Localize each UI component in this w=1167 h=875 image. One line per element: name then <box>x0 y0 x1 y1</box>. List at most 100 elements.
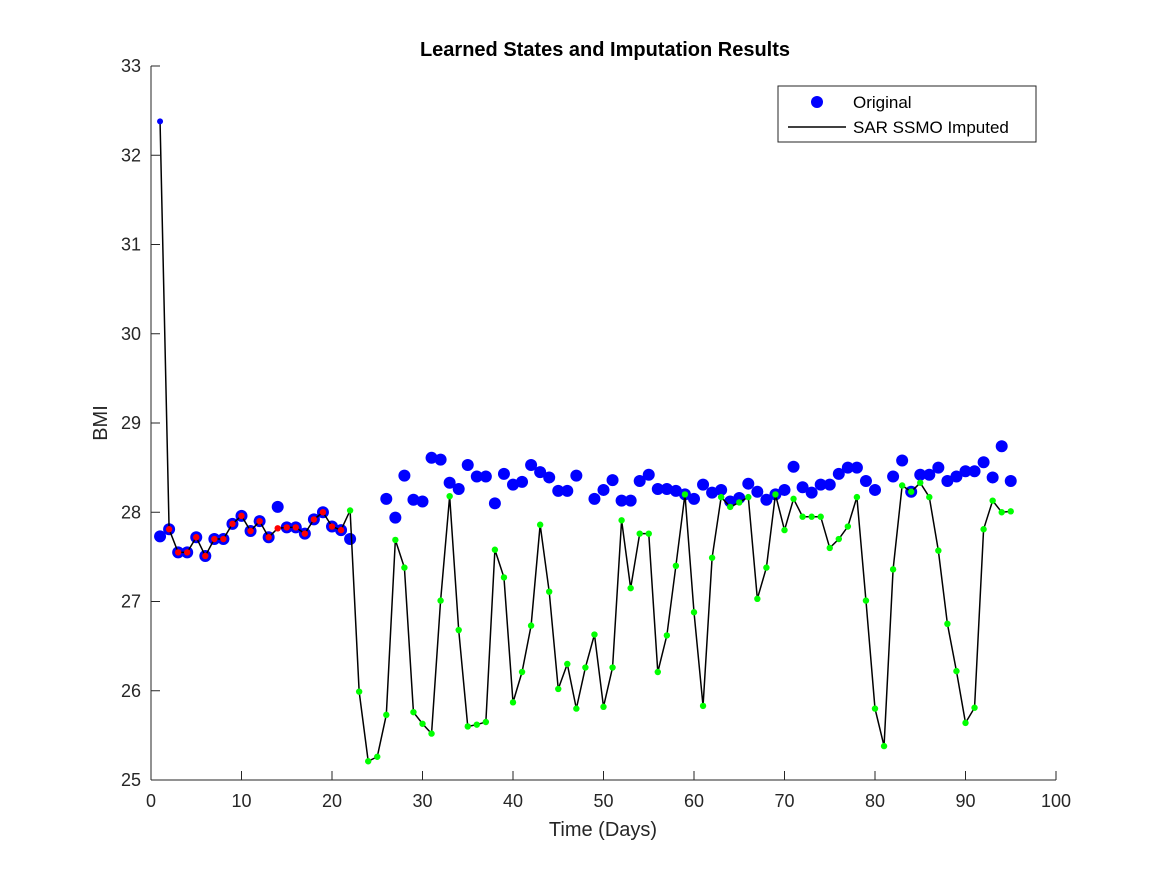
state-b-markers <box>346 479 1014 765</box>
state-a-point <box>301 530 309 537</box>
x-tick-label: 30 <box>412 791 432 811</box>
original-point <box>624 494 637 507</box>
state-b-point <box>926 493 933 501</box>
state-b-point <box>482 718 490 726</box>
state-b-point <box>917 479 924 486</box>
original-point <box>950 470 963 483</box>
state-b-point <box>500 574 508 581</box>
state-b-point <box>980 526 987 533</box>
x-tick-label: 90 <box>955 791 975 811</box>
original-point <box>344 533 357 546</box>
state-b-point <box>392 536 399 544</box>
original-point <box>968 465 981 478</box>
state-b-point <box>971 704 978 711</box>
legend-original-label: Original <box>853 93 912 112</box>
legend-original-marker <box>811 96 823 108</box>
y-tick-label: 28 <box>121 502 141 522</box>
state-b-point <box>419 720 426 727</box>
state-b-point <box>817 513 824 520</box>
state-a-point <box>292 524 299 531</box>
original-point <box>615 494 628 507</box>
original-point <box>669 484 682 497</box>
original-point <box>597 483 610 496</box>
state-a-point <box>202 552 209 560</box>
original-point <box>507 478 519 491</box>
state-b-point <box>835 535 842 543</box>
state-b-point <box>862 597 870 604</box>
state-b-point <box>355 688 363 695</box>
original-point <box>887 470 900 483</box>
state-a-point <box>310 516 318 523</box>
state-a-point <box>211 535 218 543</box>
y-ticks: 25 26 27 28 29 30 31 32 33 <box>121 56 160 790</box>
original-point <box>869 483 881 496</box>
imputed-start-point <box>157 118 164 125</box>
original-point <box>1004 475 1017 488</box>
original-series <box>154 440 1017 562</box>
original-point <box>742 477 755 490</box>
state-b-point <box>717 493 725 501</box>
y-axis-label: BMI <box>90 405 112 441</box>
state-b-point <box>518 668 526 676</box>
state-b-point <box>998 509 1005 516</box>
state-a-point <box>319 509 327 516</box>
state-b-point <box>826 544 833 552</box>
original-point <box>796 481 809 494</box>
x-ticks: 0 10 20 30 40 50 60 70 80 90 100 <box>146 771 1071 811</box>
state-b-point <box>365 758 372 765</box>
state-b-point <box>410 708 417 716</box>
state-b-point <box>727 503 734 511</box>
state-b-point <box>401 564 408 571</box>
state-a-point <box>229 520 236 528</box>
state-b-point <box>672 562 680 569</box>
original-point <box>606 474 619 487</box>
state-b-point <box>627 584 634 592</box>
y-tick-label: 27 <box>121 592 141 612</box>
chart-title: Learned States and Imputation Results <box>420 39 790 61</box>
state-b-point <box>564 660 571 668</box>
original-point <box>534 466 547 479</box>
state-a-markers <box>165 509 345 560</box>
state-b-point <box>473 721 480 728</box>
original-point <box>923 468 936 481</box>
state-b-point <box>491 546 499 553</box>
state-b-point <box>799 513 806 520</box>
state-b-point <box>953 667 960 675</box>
state-b-point <box>681 491 689 498</box>
y-tick-label: 26 <box>121 681 141 701</box>
original-point <box>488 497 501 510</box>
original-point <box>805 486 818 499</box>
state-b-point <box>591 631 598 638</box>
y-tick-label: 30 <box>121 324 141 344</box>
state-a-point <box>274 525 281 532</box>
state-b-point <box>989 497 996 504</box>
state-b-point <box>754 595 761 603</box>
original-point <box>986 471 999 484</box>
x-tick-label: 40 <box>503 791 523 811</box>
original-point <box>570 469 583 482</box>
original-point <box>660 483 673 496</box>
original-point <box>823 478 836 491</box>
original-point <box>841 461 854 474</box>
original-point <box>525 458 538 471</box>
original-point <box>452 483 465 496</box>
state-b-point <box>374 753 381 760</box>
state-a-point <box>220 535 227 543</box>
original-point <box>941 475 954 488</box>
state-b-point <box>509 699 517 706</box>
original-point <box>497 467 510 480</box>
state-b-point <box>944 620 951 628</box>
state-b-point <box>781 526 788 534</box>
original-point <box>633 475 646 488</box>
original-point <box>461 458 474 471</box>
original-point <box>642 468 655 481</box>
original-point <box>516 475 529 488</box>
state-b-point <box>446 492 453 500</box>
state-b-point <box>455 626 462 634</box>
y-tick-label: 31 <box>121 235 141 255</box>
state-b-point <box>346 507 354 514</box>
state-b-point <box>1007 508 1014 515</box>
original-point <box>552 484 565 497</box>
y-tick-label: 33 <box>121 56 141 76</box>
